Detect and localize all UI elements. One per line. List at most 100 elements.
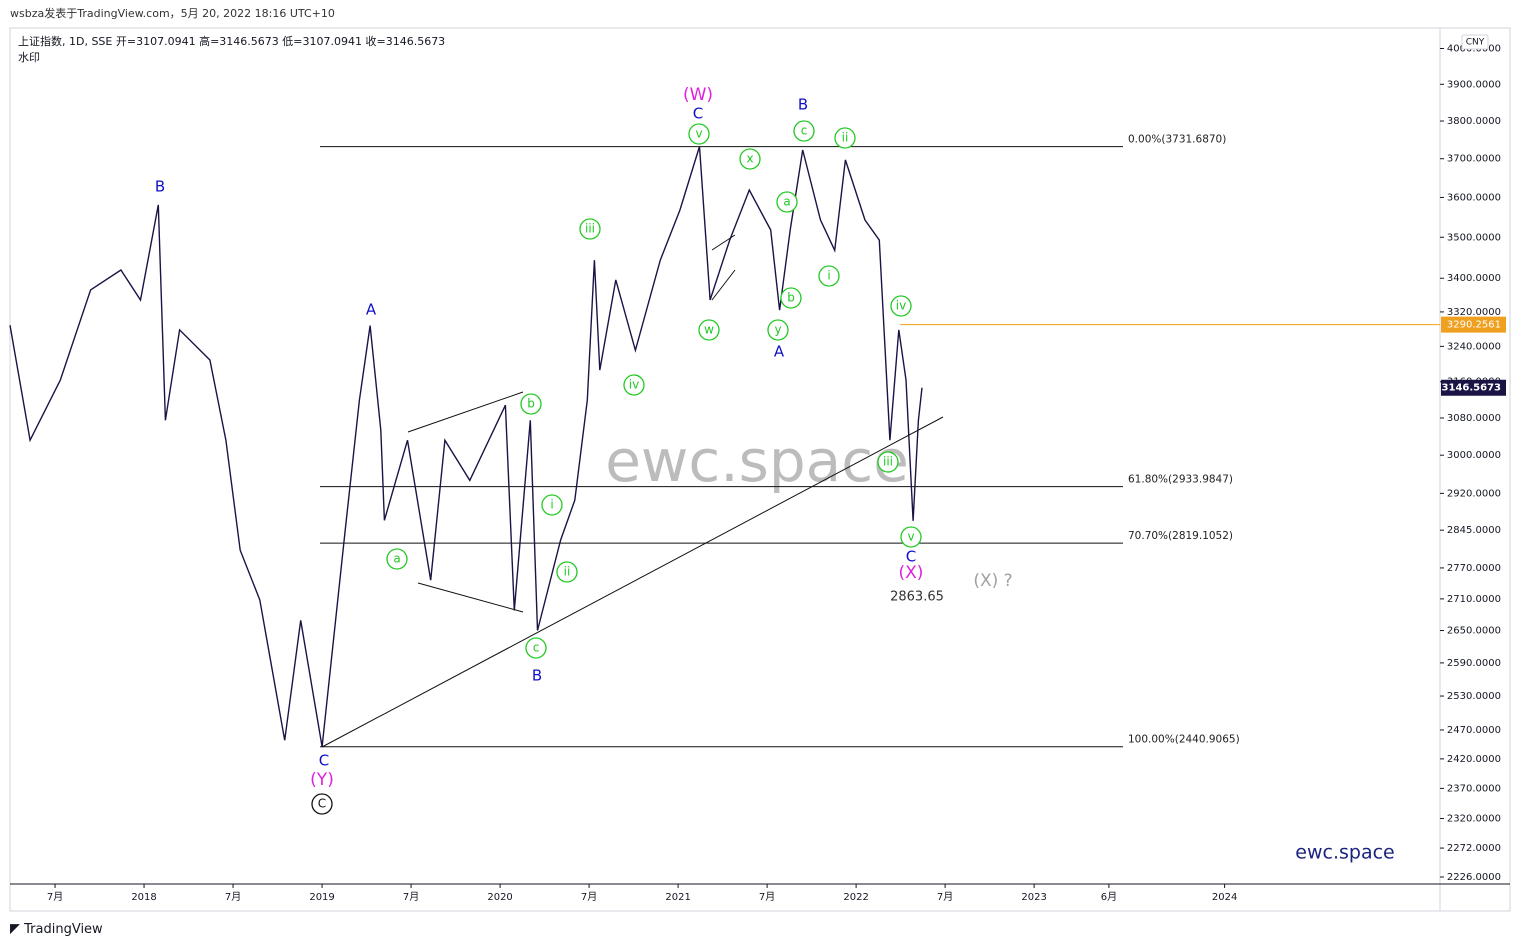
wave-label: iii [585,222,595,236]
trendline [407,391,524,433]
price-line [9,146,923,747]
wave-label: x [746,152,753,166]
x-tick-label: 2020 [487,892,512,903]
trendlines [321,234,944,748]
wave-label: v [695,127,702,141]
y-tick-label: 2530.0000 [1447,691,1501,702]
y-tick-label: 2320.0000 [1447,814,1501,825]
wave-circle [525,637,547,659]
wave-label: (X) ? [973,571,1012,591]
watermark: ewc.space [605,427,909,495]
wave-label: (Y) [310,770,334,790]
wave-circle [623,374,645,396]
legend: 上证指数, 1D, SSE 开=3107.0941 高=3146.5673 低=… [18,34,445,48]
y-tick-label: 3400.0000 [1447,273,1501,284]
y-tick-label: 3080.0000 [1447,413,1501,424]
x-tick-label: 2021 [665,892,690,903]
wave-circle [767,319,789,341]
ohlc: 收=3146.5673 [365,34,445,48]
x-tick-label: 2023 [1021,892,1046,903]
x-tick-label: 7月 [47,891,63,903]
wave-circle [556,561,578,583]
wave-circle [386,548,408,570]
y-tick-label: 2590.0000 [1447,658,1501,669]
fib-label: 70.70%(2819.1052) [1128,530,1233,542]
wave-circle [698,319,720,341]
fib-label: 0.00%(3731.6870) [1128,134,1226,146]
wave-label: 2863.65 [890,590,944,605]
x-tick-label: 7月 [403,891,419,903]
wave-circle [579,218,601,240]
y-tick-label: 2420.0000 [1447,754,1501,765]
y-tick-label: 3000.0000 [1447,450,1501,461]
y-tick-label: 2650.0000 [1447,626,1501,637]
y-tick-label: 3700.0000 [1447,154,1501,165]
wave-circle [900,526,922,548]
wave-circle [834,127,856,149]
x-tick-label: 7月 [937,891,953,903]
x-tick-label: 2022 [843,892,868,903]
wave-circle [877,451,899,473]
trendline [321,416,944,748]
wave-circle [688,123,710,145]
ohlc: 低=3107.0941 [282,35,362,48]
last-price-label: 3146.5673 [1442,383,1502,394]
x-tick-label: 2018 [131,892,156,903]
plot: 上证指数, 1D, SSE 开=3107.0941 高=3146.5673 低=… [9,34,1506,903]
wave-label: B [798,96,808,114]
wave-label: iii [883,455,893,469]
wave-circle [793,120,815,142]
wave-label: y [774,323,781,337]
trendline [417,582,524,613]
y-tick-label: 3240.0000 [1447,341,1501,352]
wave-label: b [527,397,535,411]
wave-circle [541,494,563,516]
wave-label: a [783,195,790,209]
wave-circle [780,287,802,309]
wave-label: b [787,291,795,305]
footer: ◤ TradingView [10,922,103,937]
fib-label: 61.80%(2933.9847) [1128,474,1233,486]
brand: ewc.space [1295,842,1394,864]
wave-label: C [906,548,916,566]
y-tick-label: 3320.0000 [1447,307,1501,318]
wave-label: C [318,797,326,811]
y-tick-label: 2770.0000 [1447,563,1501,574]
wave-label: c [533,641,540,655]
y-tick-label: 2470.0000 [1447,725,1501,736]
subtitle: 水印 [18,51,40,64]
y-tick-label: 3800.0000 [1447,116,1501,127]
x-tick-label: 6月 [1101,891,1117,903]
y-tick-label: 2920.0000 [1447,488,1501,499]
y-tick-label: 2226.0000 [1447,872,1501,883]
x-tick-label: 2019 [309,892,334,903]
x-tick-label: 2024 [1212,892,1237,903]
x-tick-label: 7月 [759,891,775,903]
y-tick-label: 3500.0000 [1447,232,1501,243]
y-tick-label: 2710.0000 [1447,594,1501,605]
wave-label: (X) [899,563,924,583]
wave-label: c [801,124,808,138]
wave-label: C [693,105,703,123]
wave-label: iv [896,299,906,313]
wave-label: v [907,530,914,544]
header: wsbza发表于TradingView.com，5月 20, 2022 18:1… [10,6,335,20]
x-tick-label: 7月 [581,891,597,903]
wave-circle [311,793,333,815]
y-tick-label: 3600.0000 [1447,192,1501,203]
y-tick-label: 2845.0000 [1447,525,1501,536]
y-tick-label: 2272.0000 [1447,843,1501,854]
footer-text: TradingView [23,922,103,937]
marked-price-box [1441,316,1506,333]
y-tick-label: 2370.0000 [1447,783,1501,794]
wave-label: ii [564,565,571,579]
wave-label: a [393,552,400,566]
wave-label: A [774,343,785,361]
wave-label: i [550,498,553,512]
wave-label: C [319,752,329,770]
wave-label: (W) [683,85,713,105]
wave-circle [818,265,840,287]
currency: CNY [1466,38,1485,48]
wave-circle [890,295,912,317]
